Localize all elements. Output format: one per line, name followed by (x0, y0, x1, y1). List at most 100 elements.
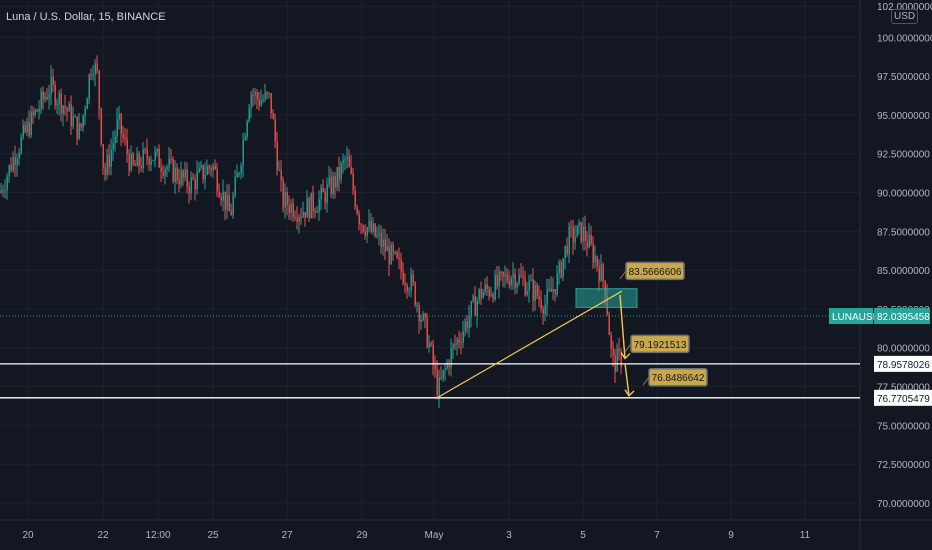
candle-body (142, 149, 144, 169)
candle-body (482, 292, 484, 299)
candle-body (230, 211, 232, 216)
candle-body (138, 153, 140, 166)
candle-body (112, 143, 114, 150)
candle-body (120, 113, 122, 135)
candle-body (342, 160, 344, 164)
candle-body (146, 149, 148, 159)
candle-body (500, 271, 502, 273)
candle-body (124, 137, 126, 140)
candle-body (110, 149, 112, 167)
candle-body (480, 289, 482, 299)
y-tick-label: 90.0000000 (877, 188, 930, 199)
candle-body (464, 321, 466, 331)
y-tick-label: 102.0000000 (877, 2, 932, 13)
candle-body (6, 176, 8, 191)
candle-body (316, 211, 318, 213)
y-tick-label: 77.5000000 (877, 383, 930, 394)
candle-body (206, 166, 208, 175)
candle-body (582, 226, 584, 242)
candle-body (328, 176, 330, 185)
candle-body (502, 271, 504, 277)
candle-body (568, 226, 570, 255)
candle-body (610, 335, 612, 348)
candle-body (166, 167, 168, 170)
candle-body (564, 245, 566, 259)
candle-body (174, 167, 176, 182)
candle-body (556, 273, 558, 295)
candle-body (312, 192, 314, 211)
candle-body (318, 199, 320, 212)
candle-body (100, 108, 102, 145)
candle-body (576, 225, 578, 237)
callout-pointer (642, 376, 650, 386)
candle-body (354, 190, 356, 207)
annotation-label: 83.5666606 (629, 267, 682, 278)
candle-body (302, 212, 304, 218)
projection-arrowhead (620, 352, 631, 360)
currency-badge[interactable]: USD (891, 9, 919, 24)
candle-body (512, 273, 514, 278)
candle-body (262, 99, 264, 101)
y-tick-label: 75.0000000 (877, 421, 930, 432)
candle-body (8, 165, 10, 177)
candle-body (598, 266, 600, 281)
candle-body (130, 153, 132, 171)
candle-body (280, 170, 282, 181)
candle-body (186, 169, 188, 187)
candle-body (588, 235, 590, 248)
candle-body (94, 63, 96, 75)
candle-body (504, 274, 506, 277)
candle-body (484, 284, 486, 293)
annotation-label-box (648, 367, 708, 387)
y-tick-label: 87.5000000 (877, 227, 930, 238)
candle-body (370, 221, 372, 232)
candle-body (288, 205, 290, 213)
x-tick-label: 9 (728, 530, 734, 541)
candle-body (422, 313, 424, 320)
candle-body (272, 113, 274, 119)
x-tick-label: 25 (207, 530, 219, 541)
candle-body (148, 158, 150, 165)
candle-body (104, 167, 106, 175)
candle-body (522, 276, 524, 279)
candle-body (450, 348, 452, 368)
candle-body (242, 139, 244, 166)
candle-body (44, 97, 46, 100)
candle-body (200, 164, 202, 168)
candle-body (300, 216, 302, 218)
x-tick-label: 12:00 (145, 530, 170, 541)
candle-body (472, 296, 474, 302)
candle-body (254, 92, 256, 96)
candle-body (252, 94, 254, 96)
candle-body (458, 339, 460, 342)
y-tick-label: 85.0000000 (877, 266, 930, 277)
candle-body (344, 159, 346, 161)
candle-body (366, 227, 368, 236)
candle-body (204, 174, 206, 180)
candle-body (282, 180, 284, 208)
x-tick-label: May (425, 530, 444, 541)
y-tick-label: 70.0000000 (877, 499, 930, 510)
candle-body (38, 108, 40, 112)
candle-body (74, 116, 76, 118)
candle-body (226, 194, 228, 210)
candle-body (542, 308, 544, 315)
candle-body (278, 170, 280, 172)
candle-body (558, 262, 560, 274)
candle-body (462, 330, 464, 343)
projection-arrow (624, 363, 630, 396)
candle-body (154, 151, 156, 161)
candle-body (510, 277, 512, 286)
candle-body (86, 99, 88, 110)
symbol-title[interactable]: Luna / U.S. Dollar, 15, BINANCE (6, 11, 166, 23)
annotation-label-box (630, 334, 690, 354)
candle-body (298, 216, 300, 222)
candle-body (362, 225, 364, 232)
candle-body (162, 171, 164, 176)
candle-body (402, 271, 404, 284)
candle-body (76, 116, 78, 139)
x-tick-label: 11 (800, 530, 811, 541)
candle-body (386, 246, 388, 252)
